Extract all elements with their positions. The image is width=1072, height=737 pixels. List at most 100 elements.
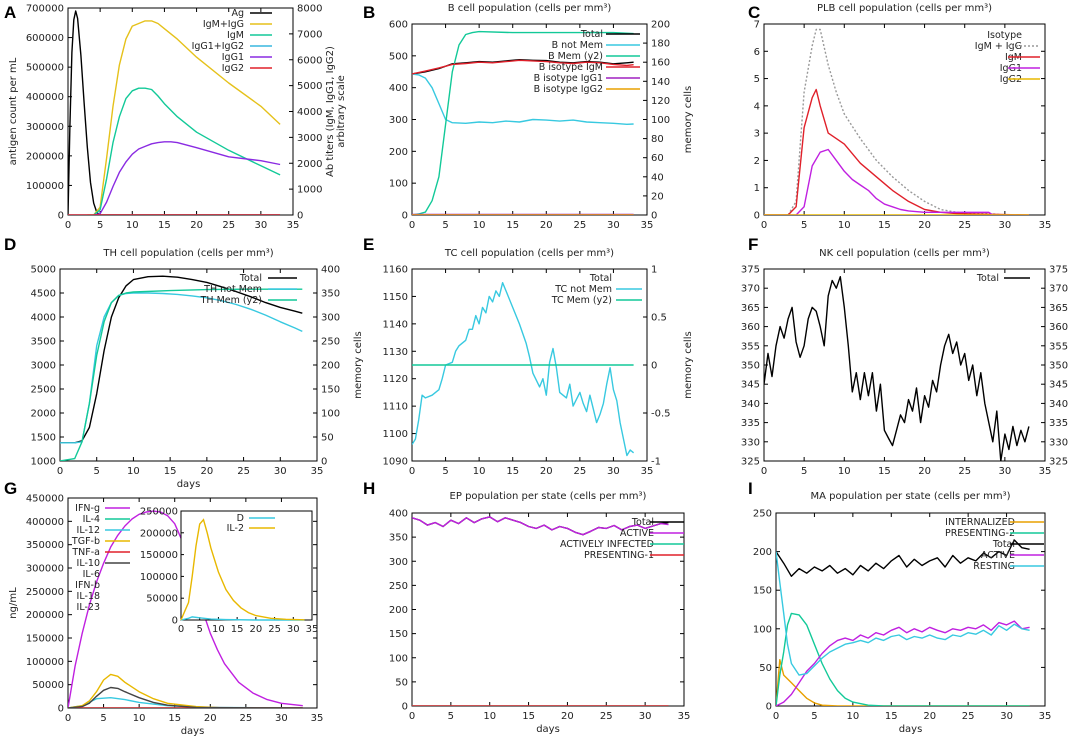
inset-chart: 0 5 10 15 20 25 30 35 0 50000 100000 150000 200000 25…	[140, 507, 319, 636]
x-tick-label: 25	[573, 220, 586, 231]
legend-label: Total	[992, 539, 1015, 550]
inset-x-tick-label: 30	[287, 624, 300, 635]
series-line-igg1	[764, 148, 1029, 215]
legend-label: Total	[631, 517, 654, 528]
x-tick-label: 10	[133, 713, 146, 724]
legend-label: INTERNALIZED	[945, 517, 1015, 528]
y-tick-label: 100000	[26, 657, 64, 668]
x-tick-label: 15	[522, 711, 535, 722]
series-line-b-not-mem	[412, 73, 634, 125]
x-tick-label: 5	[100, 713, 106, 724]
y-tick-label: 400	[389, 83, 408, 94]
x-tick-label: 10	[846, 711, 859, 722]
x-tick-label: 25	[239, 713, 252, 724]
y-tick-label: 5000	[31, 265, 56, 276]
x-axis-label: days	[181, 726, 205, 737]
series-line-total	[60, 275, 303, 444]
x-tick-label: 15	[158, 220, 171, 231]
y-tick-label: 375	[741, 265, 760, 276]
panel-label: F	[748, 235, 758, 254]
legend-label: TNF-a	[71, 547, 100, 558]
x-tick-label: 35	[1039, 220, 1052, 231]
x-tick-label: 25	[573, 466, 586, 477]
y2-tick-label: 250	[321, 337, 340, 348]
y2-tick-label: 375	[1049, 265, 1068, 276]
y2-tick-label: 120	[651, 96, 670, 107]
x-tick-label: 30	[639, 711, 652, 722]
y2-axis-label: memory cells	[683, 331, 694, 398]
y-axis-label: antigen count per mL	[8, 57, 19, 165]
inset-y-tick-label: 100000	[140, 572, 178, 583]
y-tick-label: 0	[402, 702, 408, 713]
legend-label: IL-10	[77, 558, 100, 569]
legend-label: IgG1	[222, 52, 244, 63]
inset-series-d	[180, 616, 305, 621]
y-tick-label: 200000	[26, 610, 64, 621]
x-tick-label: 0	[409, 466, 415, 477]
series-line-igm-igg	[787, 28, 1005, 215]
y2-tick-label: 300	[321, 313, 340, 324]
inset-legend-label: D	[237, 513, 244, 524]
x-tick-label: 20	[918, 220, 931, 231]
panel-G: G 0 5 10 15 20 25 30 35 0 50000 100000 150000 200000 2…	[4, 479, 323, 737]
series-group	[776, 539, 1030, 706]
y2-tick-label: 160	[651, 58, 670, 69]
panel-label: H	[363, 479, 375, 498]
x-tick-label: 5	[442, 220, 448, 231]
x-tick-label: 10	[127, 466, 140, 477]
y-tick-label: 400000	[26, 517, 64, 528]
x-axis-label: days	[177, 479, 201, 490]
inset-y-tick-label: 0	[172, 616, 178, 627]
x-tick-label: 5	[442, 466, 448, 477]
chart-title: TH cell population (cells per mm³)	[102, 248, 273, 259]
y-tick-label: 345	[741, 380, 760, 391]
y-tick-label: 1090	[383, 457, 408, 468]
panel-label: E	[363, 235, 374, 254]
y2-tick-label: 325	[1049, 457, 1068, 468]
series-group	[412, 516, 669, 706]
legend-label: PRESENTING-1	[584, 550, 654, 561]
series-line-il-10	[68, 686, 303, 708]
y-tick-label: 150000	[26, 634, 64, 645]
plot-frame	[763, 268, 1046, 462]
y-tick-label: 0	[402, 211, 408, 222]
y-tick-label: 3000	[31, 361, 56, 372]
x-tick-label: 0	[65, 713, 71, 724]
y2-tick-label: 100	[321, 409, 340, 420]
inset-y-tick-label: 50000	[146, 594, 178, 605]
legend-label: IL-12	[77, 525, 100, 536]
y2-tick-label: 80	[651, 134, 664, 145]
y-tick-label: 4500	[31, 289, 56, 300]
x-tick-label: 0	[761, 220, 767, 231]
y-tick-label: 1120	[383, 374, 408, 385]
legend-label: Total	[580, 29, 603, 40]
series-line-resting	[776, 551, 1030, 676]
y-tick-label: 0	[766, 702, 772, 713]
y2-axis-label-line: memory cells	[353, 331, 364, 398]
legend-label: B isotype IgG1	[534, 73, 603, 84]
x-tick-label: 25	[958, 220, 971, 231]
y2-tick-label: 340	[1049, 399, 1068, 410]
x-tick-label: 35	[311, 466, 324, 477]
y-tick-label: 250	[389, 581, 408, 592]
y2-tick-label: 140	[651, 77, 670, 88]
inset-y-tick-label: 250000	[140, 507, 178, 518]
y-tick-label: 150	[389, 629, 408, 640]
y2-tick-label: 350	[1049, 361, 1068, 372]
y2-tick-label: 355	[1049, 341, 1068, 352]
x-tick-label: 10	[473, 466, 486, 477]
inset-x-tick-label: 35	[306, 624, 319, 635]
y-tick-label: 1140	[383, 319, 408, 330]
panel-label: D	[4, 235, 16, 254]
panel-label: A	[4, 3, 16, 22]
x-tick-label: 15	[506, 466, 519, 477]
y2-tick-label: 1	[651, 265, 657, 276]
y-tick-label: 6	[754, 47, 760, 58]
series-line-b-isotype-igm	[412, 59, 634, 75]
y2-tick-label: 0	[321, 457, 327, 468]
plot-frame	[59, 268, 318, 462]
x-tick-label: 0	[57, 466, 63, 477]
y-tick-label: 1110	[383, 402, 408, 413]
x-tick-label: 10	[126, 220, 139, 231]
